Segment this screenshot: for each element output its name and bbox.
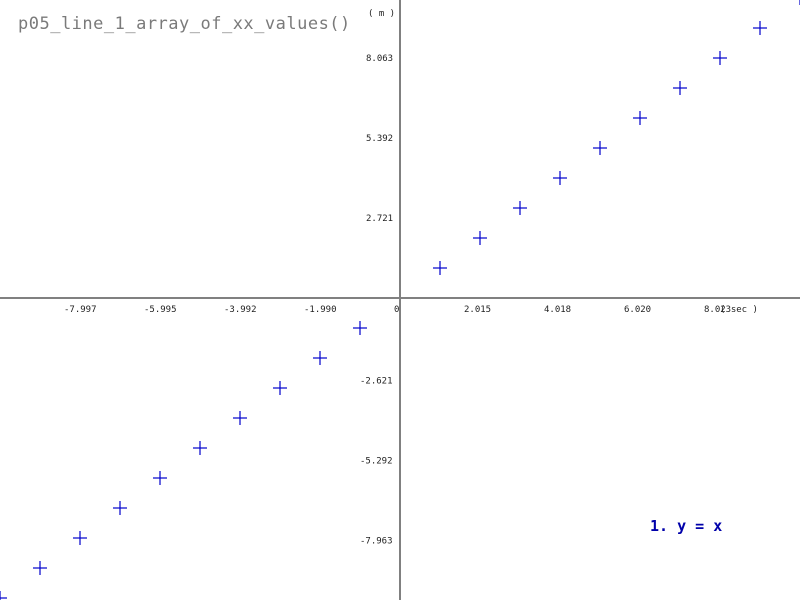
data-point xyxy=(113,501,127,515)
data-point xyxy=(273,381,287,395)
data-point xyxy=(799,0,800,5)
data-point xyxy=(153,471,167,485)
data-point xyxy=(313,351,327,365)
data-point xyxy=(233,411,247,425)
data-point xyxy=(673,81,687,95)
data-point xyxy=(713,51,727,65)
y-ticks: 8.063 5.392 2.721 -2.621 -5.292 -7.963 xyxy=(360,54,393,546)
y-tick-label: -5.292 xyxy=(360,457,393,467)
x-tick-label: 8.023 xyxy=(704,305,731,315)
data-point xyxy=(633,111,647,125)
y-tick-label: 5.392 xyxy=(366,134,393,144)
x-tick-label: 0 xyxy=(394,305,399,315)
y-axis-label: ( m ) xyxy=(368,9,395,19)
data-point xyxy=(73,531,87,545)
x-tick-label: 2.015 xyxy=(464,305,491,315)
data-point xyxy=(33,561,47,575)
x-tick-label: 6.020 xyxy=(624,305,651,315)
x-tick-label: -3.992 xyxy=(224,305,257,315)
y-tick-label: 2.721 xyxy=(366,214,393,224)
data-point xyxy=(753,21,767,35)
chart-title: p05_line_1_array_of_xx_values() xyxy=(18,14,351,34)
data-point xyxy=(433,261,447,275)
data-point xyxy=(513,201,527,215)
y-tick-label: -7.963 xyxy=(360,536,393,546)
data-point xyxy=(193,441,207,455)
x-tick-label: -5.995 xyxy=(144,305,177,315)
data-point xyxy=(553,171,567,185)
x-ticks: -7.997 -5.995 -3.992 -1.990 0 2.015 4.018 6.020… xyxy=(64,305,731,315)
x-tick-label: -7.997 xyxy=(64,305,97,315)
data-point xyxy=(353,321,367,335)
legend-entry: 1. y = x xyxy=(650,517,722,535)
data-point xyxy=(0,591,7,600)
y-tick-label: -2.621 xyxy=(360,377,393,387)
data-point xyxy=(473,231,487,245)
data-point xyxy=(593,141,607,155)
x-tick-label: 4.018 xyxy=(544,305,571,315)
x-tick-label: -1.990 xyxy=(304,305,337,315)
y-tick-label: 8.063 xyxy=(366,54,393,64)
x-axis-label: ( sec ) xyxy=(720,305,758,315)
